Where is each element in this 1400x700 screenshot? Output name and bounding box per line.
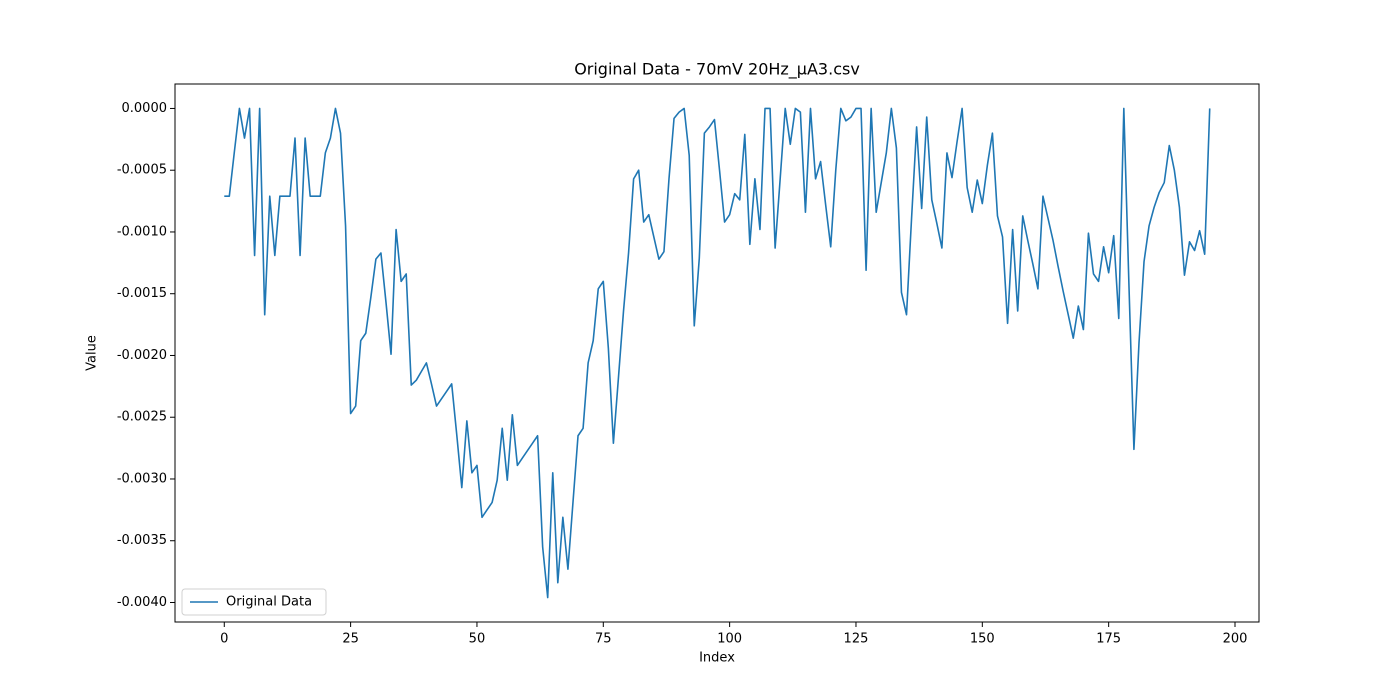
x-tick-label: 150 — [970, 632, 995, 647]
y-tick-label: 0.0000 — [122, 101, 168, 116]
y-tick-label: -0.0010 — [117, 224, 167, 239]
x-axis-label: Index — [699, 651, 735, 666]
y-tick-label: -0.0025 — [117, 410, 167, 425]
y-axis-label: Value — [85, 335, 100, 371]
x-tick-label: 0 — [220, 632, 228, 647]
x-tick-label: 75 — [595, 632, 612, 647]
x-tick-label: 25 — [342, 632, 359, 647]
y-tick-label: -0.0015 — [117, 286, 167, 301]
y-tick-label: -0.0040 — [117, 595, 167, 610]
y-tick-label: -0.0035 — [117, 533, 167, 548]
y-tick-label: -0.0020 — [117, 348, 167, 363]
legend-box — [181, 588, 327, 616]
y-tick-label: -0.0030 — [117, 471, 167, 486]
legend-label: Original Data — [226, 595, 312, 610]
y-tick-label: -0.0005 — [117, 163, 167, 178]
x-tick-label: 125 — [844, 632, 869, 647]
data-line — [224, 107, 1211, 599]
x-tick-label: 100 — [717, 632, 742, 647]
x-tick-label: 175 — [1096, 632, 1121, 647]
x-tick-label: 50 — [469, 632, 486, 647]
chart-title: Original Data - 70mV 20Hz_µA3.csv — [574, 60, 860, 80]
x-tick-label: 200 — [1223, 632, 1248, 647]
axes-frame — [174, 83, 1260, 623]
